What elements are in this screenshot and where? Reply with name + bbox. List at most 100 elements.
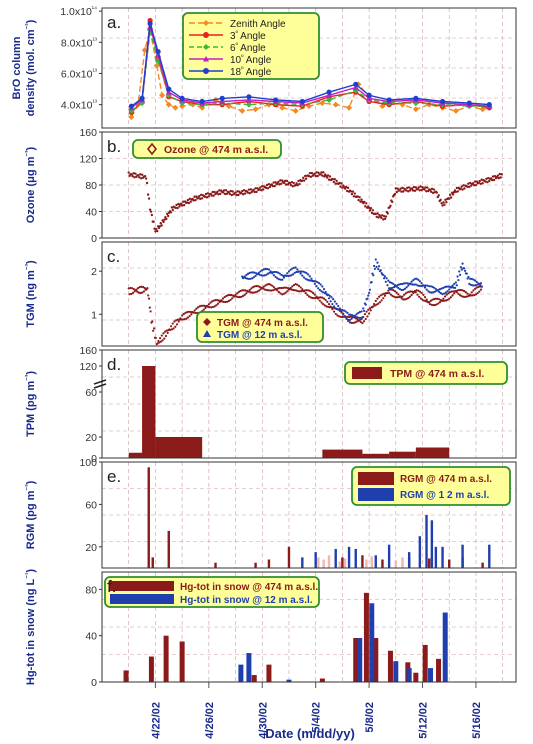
ozone-point [472, 184, 476, 187]
tgm-point-1 [347, 318, 350, 321]
ozone-point [315, 171, 318, 174]
ozone-point [402, 190, 405, 193]
tgm-point-1 [412, 279, 415, 282]
ozone-point [298, 182, 301, 186]
ozone-point [241, 189, 244, 193]
x-axis-label: Date (m/dd/yy) [265, 726, 355, 741]
ozone-point [181, 200, 185, 203]
tgm-point-0 [395, 291, 398, 294]
tgm-point-0 [243, 293, 246, 296]
tgm-point-1 [250, 271, 253, 274]
y-axis-label: Ozone (μg m⁻³​) [24, 146, 37, 223]
ozone-point [418, 189, 421, 192]
tgm-point-1 [307, 279, 311, 282]
tgm-point-1 [345, 317, 348, 320]
tgm-point-0 [387, 289, 390, 292]
ozone-point [264, 186, 268, 190]
tgm-point-1 [263, 274, 266, 277]
tgm-point-0 [388, 291, 391, 295]
tgm-point-1 [333, 300, 336, 303]
tgm-point-1 [432, 291, 435, 294]
ozone-point [139, 173, 142, 176]
tgm-point-0 [138, 285, 141, 289]
y-tick-label: 2 [91, 266, 97, 278]
tgm-point-1 [296, 268, 299, 271]
tgm-point-1 [299, 272, 302, 275]
tgm-point-0 [170, 328, 174, 331]
rgm-bar-1 [430, 520, 434, 568]
ozone-point [369, 207, 373, 210]
tgm-point-0 [255, 284, 258, 288]
data-point [245, 101, 252, 108]
ozone-point [175, 203, 178, 207]
tgm-point-1 [373, 267, 377, 270]
tgm-point-1 [467, 275, 470, 279]
ozone-point [487, 176, 490, 180]
tgm-point-0 [162, 332, 165, 335]
tgm-point-0 [378, 295, 381, 298]
tgm-point-1 [293, 271, 296, 274]
ozone-point [420, 188, 423, 192]
tgm-point-1 [403, 282, 406, 285]
tgm-point-0 [436, 297, 439, 300]
tgm-point-1 [466, 277, 469, 280]
tgm-point-1 [267, 272, 270, 275]
tgm-point-0 [211, 300, 214, 303]
ozone-point [265, 183, 269, 187]
tgm-point-0 [319, 296, 322, 299]
ozone-point [267, 182, 271, 186]
tgm-point-0 [268, 289, 271, 292]
hg-bar-1 [442, 612, 448, 682]
tgm-point-1 [252, 276, 256, 279]
tgm-point-0 [367, 308, 370, 311]
tgm-point-1 [396, 284, 399, 287]
tgm-point-1 [257, 271, 261, 274]
tgm-point-1 [411, 283, 414, 286]
tgm-point-1 [479, 284, 482, 287]
tgm-point-0 [474, 293, 478, 296]
tgm-point-0 [222, 300, 225, 304]
tgm-point-1 [443, 292, 446, 295]
tgm-point-1 [451, 284, 454, 287]
tgm-point-0 [215, 304, 218, 307]
rgm-bar-0 [167, 530, 170, 568]
ozone-point [205, 196, 209, 199]
tgm-point-0 [352, 321, 355, 325]
tgm-point-1 [357, 311, 360, 315]
ozone-point [285, 179, 289, 183]
data-point [366, 92, 372, 98]
tgm-point-1 [310, 277, 313, 280]
tgm-point-0 [206, 305, 210, 308]
tgm-point-0 [386, 292, 389, 295]
tgm-point-1 [313, 282, 316, 285]
ozone-point [131, 175, 134, 178]
tgm-point-0 [136, 287, 140, 290]
tgm-point-1 [264, 267, 267, 271]
hg-bar-0 [163, 635, 169, 682]
ozone-point [200, 193, 203, 197]
tgm-point-0 [434, 297, 437, 300]
tgm-point-0 [303, 289, 306, 292]
tgm-point-1 [391, 286, 394, 289]
tgm-point-0 [181, 314, 184, 317]
ozone-point [212, 194, 215, 197]
tgm-point-0 [230, 294, 233, 297]
y-tick-label: 1.0x10¹⁴​ [60, 6, 97, 18]
tgm-point-0 [358, 318, 362, 321]
tgm-point-1 [470, 277, 473, 281]
tgm-point-1 [410, 280, 413, 283]
tgm-point-1 [406, 282, 409, 285]
ozone-point [493, 174, 497, 178]
tgm-point-0 [181, 318, 185, 321]
tgm-point-1 [277, 278, 281, 281]
tgm-point-1 [454, 281, 458, 284]
tgm-point-1 [251, 271, 255, 274]
tgm-point-0 [194, 311, 197, 315]
ozone-point [467, 182, 470, 185]
tgm-point-0 [400, 297, 403, 300]
ozone-point [442, 201, 445, 204]
ozone-point [381, 214, 384, 217]
tgm-point-1 [385, 277, 388, 280]
tgm-point-0 [221, 300, 224, 303]
ozone-point [417, 186, 420, 189]
